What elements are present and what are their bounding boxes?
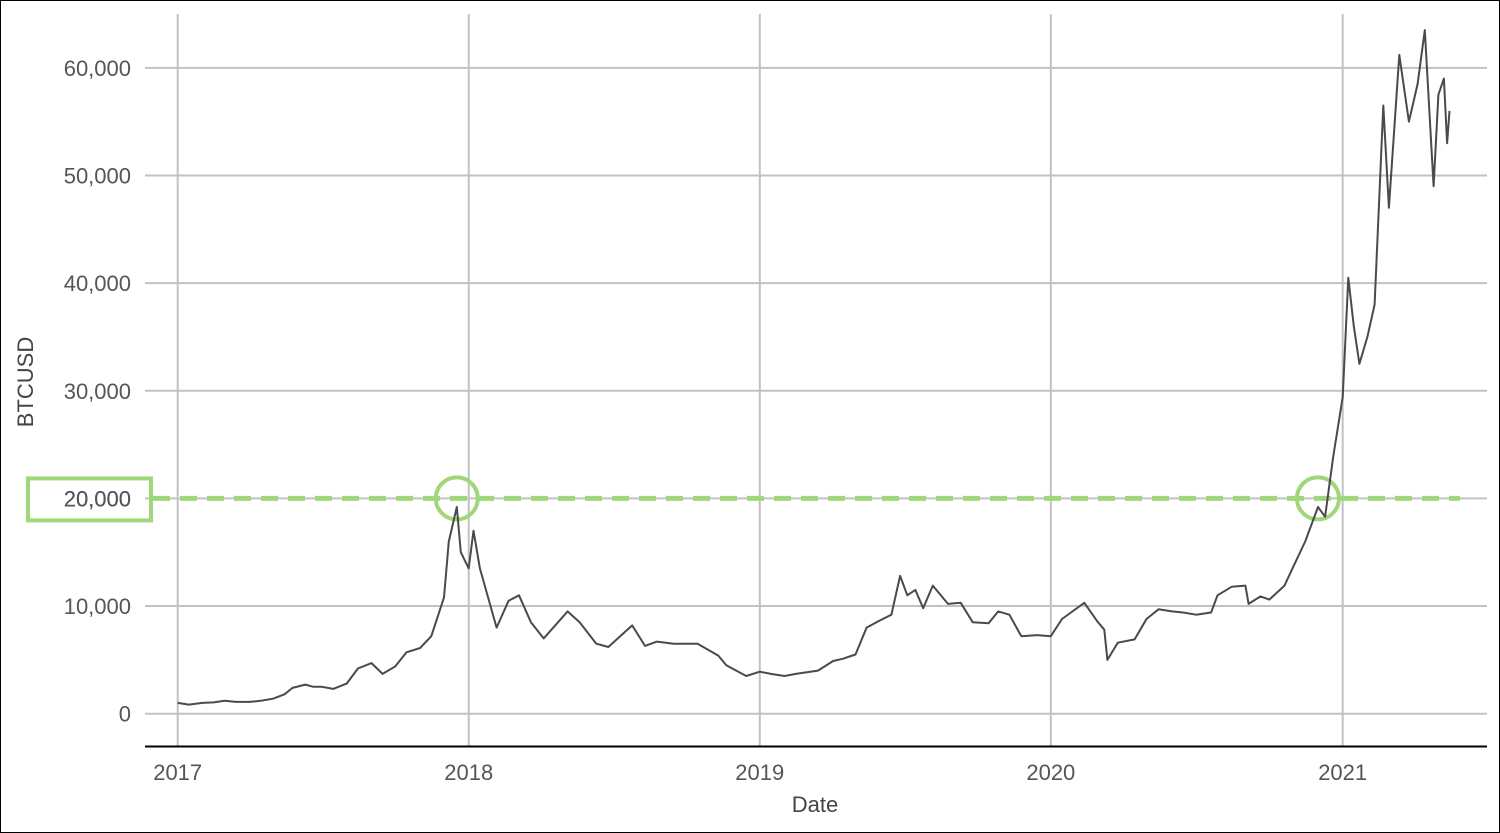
y-tick-label-0: 0 <box>119 702 131 727</box>
highlight-annotations: 20,000 <box>26 475 1460 523</box>
y-tick-label-5: 50,000 <box>64 163 131 188</box>
x-tick-label-0: 2017 <box>153 760 202 785</box>
highlight-circle-1 <box>433 475 480 522</box>
y-tick-label-3: 30,000 <box>64 379 131 404</box>
y-axis-title: BTCUSD <box>13 337 38 427</box>
y-tick-label-6: 60,000 <box>64 56 131 81</box>
gridlines <box>145 14 1487 746</box>
y-tick-label-4: 40,000 <box>64 271 131 296</box>
highlight-value-label: 20,000 <box>64 486 131 511</box>
highlight-circle-2 <box>1294 475 1341 522</box>
y-tick-label-2: 20,000 <box>64 486 131 511</box>
y-tick-label-1: 10,000 <box>64 594 131 619</box>
x-tick-label-2: 2019 <box>735 760 784 785</box>
btcusd-price-line <box>177 29 1451 706</box>
x-tick-label-1: 2018 <box>444 760 493 785</box>
x-tick-labels: 2017 2018 2019 2020 2021 <box>153 760 1367 785</box>
x-tick-label-3: 2020 <box>1026 760 1075 785</box>
highlight-value-box <box>26 476 153 523</box>
x-tick-label-4: 2021 <box>1318 760 1367 785</box>
x-axis-title: Date <box>792 792 838 817</box>
y-tick-labels: 0 10,000 20,000 30,000 40,000 50,000 60,000 <box>64 56 131 727</box>
